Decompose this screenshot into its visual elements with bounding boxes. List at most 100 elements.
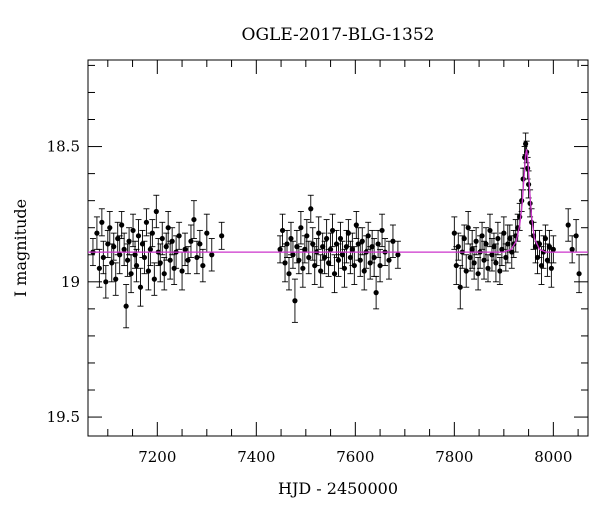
- data-point: [209, 252, 215, 258]
- data-point: [339, 252, 346, 258]
- data-point: [100, 254, 106, 261]
- data-point: [288, 235, 294, 242]
- data-point: [548, 265, 554, 271]
- data-point: [137, 284, 144, 290]
- data-point: [279, 227, 286, 234]
- data-point: [304, 233, 310, 239]
- data-point: [298, 225, 304, 231]
- data-point: [485, 265, 491, 271]
- data-point: [316, 230, 322, 236]
- data-point: [331, 271, 338, 277]
- chart-title: OGLE-2017-BLG-1352: [242, 25, 435, 45]
- model-curve-group: [88, 149, 588, 253]
- data-point: [538, 262, 545, 269]
- data-point: [359, 238, 365, 244]
- data-point: [123, 303, 129, 309]
- data-point: [169, 238, 175, 244]
- data-point: [96, 265, 102, 271]
- data-point: [111, 244, 117, 250]
- data-point: [119, 222, 125, 228]
- data-point: [113, 276, 119, 282]
- data-point: [532, 244, 539, 250]
- data-point: [550, 246, 556, 252]
- data-point: [465, 225, 471, 231]
- data-point: [565, 222, 571, 228]
- data-point: [117, 252, 123, 258]
- data-point: [151, 276, 157, 282]
- data-point: [103, 279, 109, 285]
- data-point: [542, 235, 549, 242]
- data-point: [361, 268, 367, 274]
- data-point: [455, 244, 461, 250]
- data-point: [182, 246, 188, 252]
- data-point: [135, 233, 142, 239]
- data-point: [109, 260, 115, 266]
- data-point: [501, 230, 507, 236]
- data-point: [523, 141, 529, 147]
- data-point: [463, 268, 469, 274]
- data-point: [453, 262, 459, 269]
- data-point: [277, 246, 283, 252]
- data-point: [197, 241, 203, 247]
- data-point: [165, 225, 171, 231]
- data-point: [292, 298, 298, 304]
- data-point: [171, 265, 177, 271]
- data-point: [329, 227, 336, 234]
- data-point: [471, 260, 477, 266]
- data-points: [90, 141, 582, 309]
- data-point: [139, 241, 146, 247]
- data-point: [191, 216, 197, 223]
- data-point: [143, 219, 150, 225]
- data-point: [509, 249, 515, 255]
- data-point: [481, 257, 487, 263]
- x-tick-label: 7400: [237, 448, 275, 466]
- model-curve: [88, 149, 588, 253]
- data-point: [294, 244, 300, 250]
- data-point: [573, 233, 579, 239]
- data-point: [491, 244, 497, 250]
- data-point: [128, 271, 134, 277]
- data-point: [546, 244, 552, 250]
- data-point: [349, 246, 355, 252]
- x-axis-label: HJD - 2450000: [278, 479, 398, 498]
- data-point: [157, 260, 163, 266]
- data-point: [333, 241, 340, 247]
- data-point: [318, 268, 324, 274]
- data-point: [286, 271, 292, 277]
- data-point: [479, 233, 485, 239]
- data-point: [176, 233, 182, 239]
- y-tick-label: 18.5: [47, 138, 80, 156]
- y-tick-label: 19: [61, 273, 80, 291]
- data-point: [489, 252, 495, 258]
- data-point: [126, 238, 132, 244]
- data-point: [475, 271, 481, 277]
- data-point: [324, 235, 330, 242]
- data-point: [347, 254, 353, 261]
- data-point: [534, 254, 541, 261]
- data-point: [525, 165, 531, 171]
- data-point: [200, 262, 206, 269]
- data-point: [369, 244, 375, 250]
- data-point: [99, 219, 105, 225]
- data-point: [310, 241, 316, 247]
- data-point: [105, 241, 111, 247]
- data-point: [335, 257, 342, 263]
- data-point: [185, 257, 191, 263]
- data-point: [341, 265, 348, 271]
- data-point: [357, 257, 363, 263]
- data-point: [353, 222, 359, 228]
- data-point: [149, 230, 155, 236]
- data-point: [390, 238, 396, 244]
- data-point: [306, 254, 312, 261]
- data-point: [507, 235, 513, 242]
- data-point: [282, 260, 288, 266]
- data-point: [204, 230, 210, 236]
- data-point: [493, 260, 499, 266]
- data-point: [457, 284, 463, 290]
- data-point: [522, 154, 528, 160]
- data-point: [163, 244, 169, 250]
- data-point: [290, 252, 296, 258]
- data-point: [367, 260, 373, 266]
- data-point: [296, 257, 302, 263]
